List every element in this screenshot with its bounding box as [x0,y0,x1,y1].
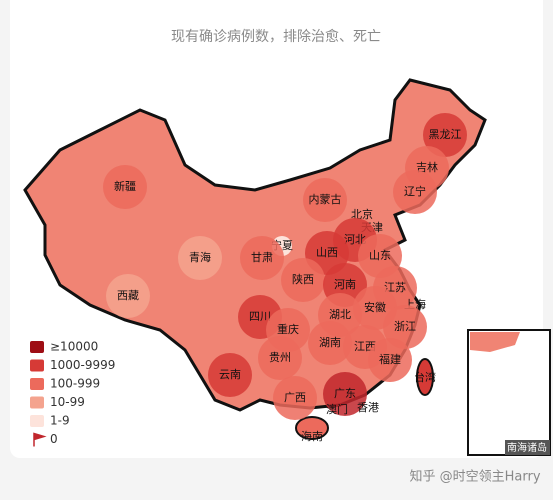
region-label: 安徽 [364,300,386,314]
inset-land [470,332,520,352]
region-label: 广西 [284,391,306,404]
region-label: 云南 [219,368,241,381]
legend-label: 0 [50,432,58,446]
region-label: 西藏 [117,289,139,302]
inset-label-bg [505,440,550,455]
region-label: 北京 [351,207,373,221]
legend-swatch [30,359,44,372]
legend-label: 1000-9999 [50,358,115,372]
region-label: 福建 [379,352,401,366]
legend: ≥10000 1000-9999 100-999 10-99 1-9 0 [30,340,115,447]
region-area [383,305,427,349]
region-label: 广东 [334,387,356,400]
legend-label: ≥10000 [50,340,98,354]
region-area [323,372,367,416]
region-label: 江西 [354,340,376,353]
region-area [240,236,284,280]
region-label: 青海 [189,250,211,264]
hainan-shape [295,416,329,440]
region-area [303,178,347,222]
subtitle: 现有确诊病例数，排除治愈、死亡 [171,29,381,45]
region-label: 辽宁 [404,184,426,198]
region-label: 贵州 [269,351,291,364]
region-label: 浙江 [394,320,416,333]
region-label: 内蒙古 [309,192,342,206]
region-label: 江苏 [384,281,406,294]
taiwan-shape [416,358,434,396]
inset-label: 南海诸岛 [507,441,547,454]
region-label: 海南 [301,429,323,443]
region-label: 香港 [357,401,379,414]
region-area [368,338,412,382]
region-label: 重庆 [277,322,299,336]
legend-label: 100-999 [50,377,100,391]
region-area [423,113,467,157]
region-label: 陕西 [292,272,314,286]
region-label: 河南 [334,278,356,291]
region-area [208,353,252,397]
region-label: 甘肃 [251,251,273,264]
legend-swatch [30,341,44,353]
region-area [258,336,302,380]
region-label: 河北 [344,233,366,246]
region-area [273,376,317,420]
region-label: 澳门 [326,402,348,416]
legend-flag [33,432,47,447]
region-area [393,170,437,214]
watermark: 知乎 @时空领主Harry [409,469,540,485]
region-label: 湖北 [329,308,351,321]
region-label: 山东 [369,249,391,262]
region-area [281,258,325,302]
region-area [178,236,222,280]
region-label: 台湾 [414,370,436,384]
regions: 黑龙江吉林辽宁内蒙古新疆北京天津河北宁夏甘肃青海山西山东陕西河南江苏西藏安徽上海… [103,113,467,443]
region-label: 黑龙江 [429,128,462,141]
region-area [103,165,147,209]
legend-label: 1-9 [50,414,70,428]
region-area [106,274,150,318]
region-area [308,321,352,365]
region-label: 四川 [249,310,271,323]
legend-swatch [30,396,44,409]
region-label: 湖南 [319,336,341,349]
legend-label: 10-99 [50,395,85,409]
legend-swatch [30,378,44,390]
region-label: 吉林 [416,160,438,174]
legend-swatch [30,415,44,427]
region-label: 山西 [316,246,338,259]
region-label: 新疆 [114,179,136,193]
